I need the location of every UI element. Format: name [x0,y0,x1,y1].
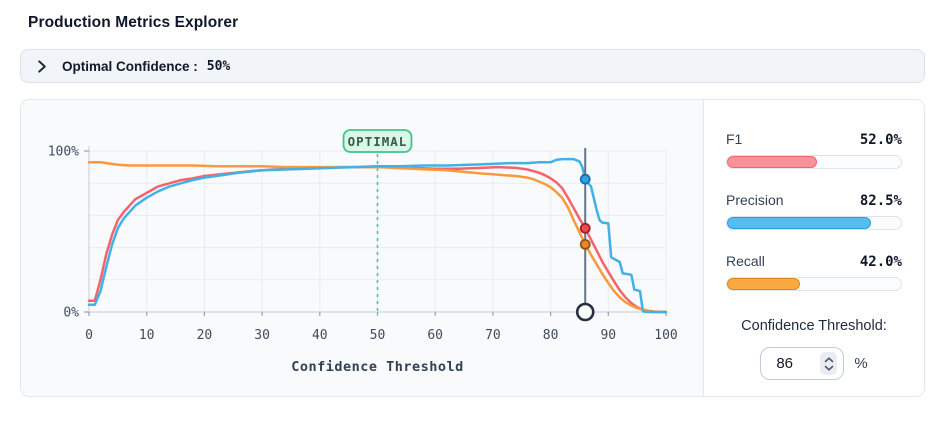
precision-value: 82.5% [859,193,902,209]
precision-marker-dot [579,173,591,185]
f1-progress-track [726,155,902,169]
threshold-label: Confidence Threshold: [741,318,887,334]
f1-value: 52.0% [859,132,902,148]
f1-progress-fill [727,156,818,168]
spinner-up-icon[interactable] [824,356,834,363]
x-axis-title: Confidence Threshold [291,359,464,375]
precision-metric: Precision 82.5% [726,192,902,230]
precision-progress-track [726,216,902,230]
recall-label: Recall [726,253,765,269]
spinner-down-icon[interactable] [824,365,834,371]
precision-label: Precision [726,192,784,208]
x-tick-label: 40 [312,328,328,343]
f1-line [87,165,668,314]
metrics-panel: F1 52.0% Precision 82.5% Recall [703,100,924,396]
x-tick-label: 90 [600,328,616,343]
threshold-input-field[interactable] [761,355,821,372]
threshold-number-input[interactable] [760,347,845,380]
percent-sign: % [854,355,868,372]
optimal-confidence-collapse-bar[interactable]: Optimal Confidence : 50% [20,49,925,83]
f1-label: F1 [726,131,743,147]
threshold-control: Confidence Threshold: % [726,318,902,380]
x-tick-label: 10 [139,328,155,343]
precision-line [87,157,668,314]
recall-metric: Recall 42.0% [726,253,902,291]
metrics-explorer-card: 0% 100% 0 10 20 30 40 50 60 70 80 90 100 Confidence T… [20,99,925,397]
x-tick-label: 50 [370,328,386,343]
x-tick-label: 100 [654,328,677,343]
x-tick-label: 30 [254,328,270,343]
optimal-badge-label: OPTIMAL [348,134,408,149]
x-tick-label: 0 [85,328,93,343]
x-tick-label: 70 [485,328,501,343]
recall-progress-track [726,277,902,291]
x-tick-label: 60 [427,328,443,343]
precision-progress-fill [727,217,871,229]
page: Production Metrics Explorer Optimal Conf… [0,14,945,397]
chart-area: 0% 100% 0 10 20 30 40 50 60 70 80 90 100 Confidence T… [21,100,703,396]
recall-line [87,161,668,314]
threshold-drag-handle[interactable] [575,302,595,322]
recall-progress-fill [727,278,801,290]
y-tick-label: 100% [48,145,79,160]
optimal-confidence-label: Optimal Confidence : [62,58,198,74]
optimal-confidence-value: 50% [206,58,231,74]
metrics-chart[interactable]: 0% 100% 0 10 20 30 40 50 60 70 80 90 100 Confidence T… [21,100,703,396]
f1-marker-dot [579,222,591,234]
recall-marker-dot [579,238,591,250]
recall-value: 42.0% [859,254,902,270]
y-tick-label: 0% [63,306,79,321]
threshold-spinner[interactable] [820,352,838,375]
chevron-right-icon [38,59,46,73]
x-tick-label: 20 [197,328,213,343]
optimal-badge [342,129,413,153]
x-tick-label: 80 [543,328,559,343]
f1-metric: F1 52.0% [726,131,902,169]
page-title: Production Metrics Explorer [28,14,239,31]
